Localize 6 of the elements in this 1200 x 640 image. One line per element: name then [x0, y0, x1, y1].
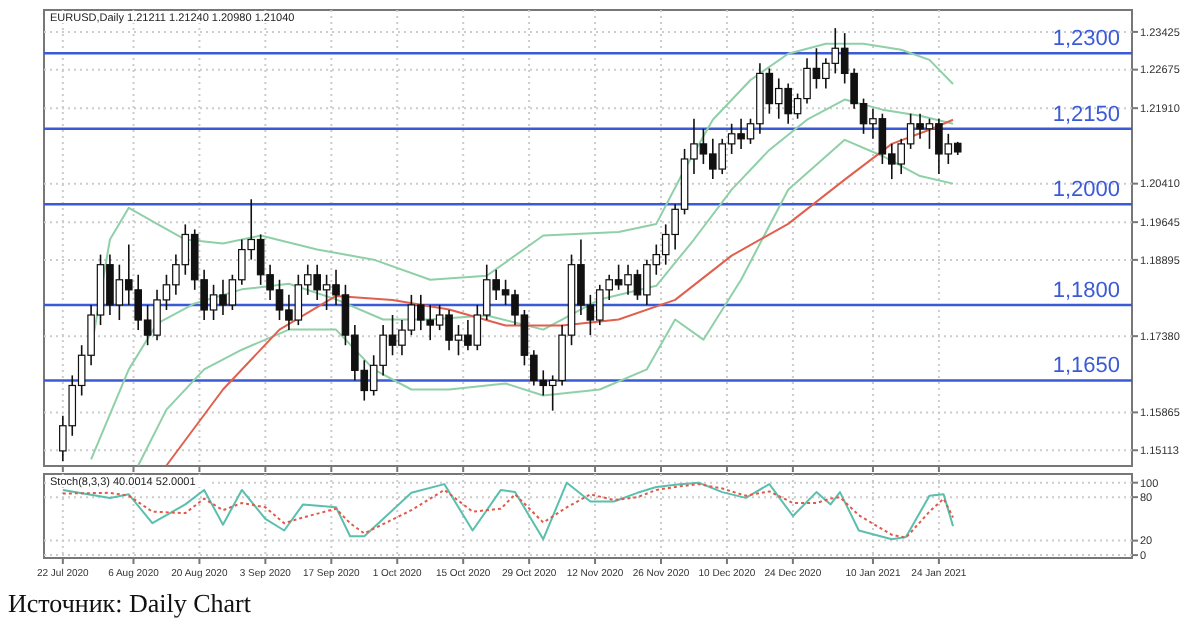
ref-line-label: 1,2000 — [1052, 178, 1120, 203]
text: Источник: Daily Chart — [8, 588, 252, 618]
ref-line-label: 1,1800 — [1052, 278, 1120, 303]
ref-line-label: 1,1650 — [1052, 354, 1120, 379]
ref-line-label: 1,2300 — [1052, 27, 1120, 52]
ref-line-label: 1,2150 — [1052, 102, 1120, 127]
